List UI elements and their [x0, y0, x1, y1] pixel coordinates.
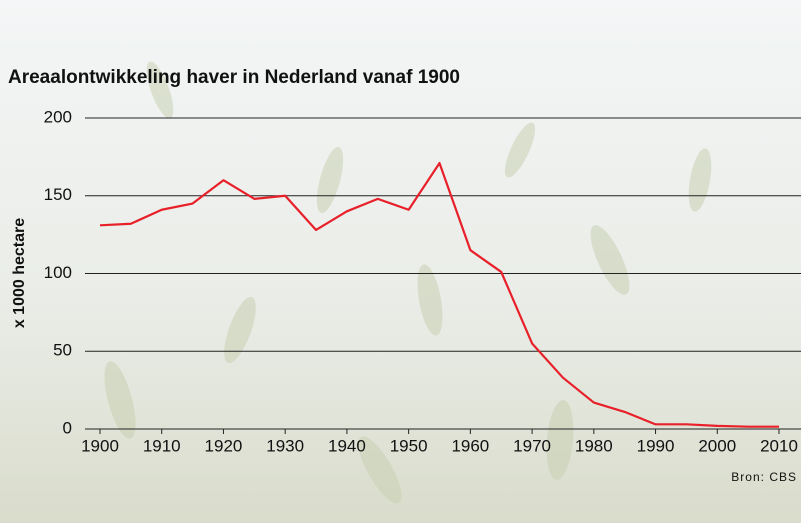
y-axis-label: x 1000 hectare — [11, 218, 28, 328]
x-tick-label: 1920 — [205, 436, 243, 455]
x-tick-label: 1910 — [143, 436, 181, 455]
chart: Areaalontwikkeling haver in Nederland va… — [0, 0, 801, 523]
y-tick-label: 200 — [44, 107, 72, 126]
x-tick-label: 1940 — [328, 436, 366, 455]
page: {"chart_data": {"type": "line", "title":… — [0, 0, 801, 523]
y-tick-label: 150 — [44, 185, 72, 204]
chart-title: Areaalontwikkeling haver in Nederland va… — [8, 67, 460, 88]
x-tick-label: 1900 — [81, 436, 119, 455]
x-tick-label: 2000 — [698, 436, 736, 455]
y-tick-label: 100 — [44, 263, 72, 282]
x-tick-label: 1950 — [390, 436, 428, 455]
source-note: Bron: CBS — [731, 470, 797, 484]
y-tick-label: 0 — [63, 418, 72, 437]
x-tick-label: 1960 — [451, 436, 489, 455]
x-tick-label: 1970 — [513, 436, 551, 455]
x-tick-label: 1930 — [266, 436, 304, 455]
x-tick-label: 1990 — [637, 436, 675, 455]
y-tick-label: 50 — [53, 341, 72, 360]
x-tick-label: 2010 — [760, 436, 798, 455]
x-tick-label: 1980 — [575, 436, 613, 455]
